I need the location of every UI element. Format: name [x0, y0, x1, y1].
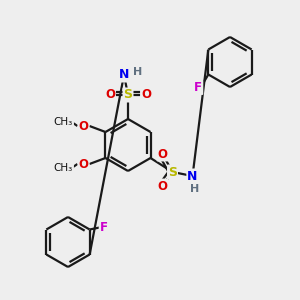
Text: H: H [134, 67, 142, 77]
Text: O: O [158, 179, 167, 193]
Text: F: F [100, 221, 108, 234]
Text: S: S [168, 166, 177, 178]
Text: N: N [119, 68, 129, 82]
Text: N: N [187, 169, 198, 182]
Text: O: O [141, 88, 151, 101]
Text: O: O [79, 158, 88, 170]
Text: CH₃: CH₃ [54, 163, 73, 173]
Text: S: S [124, 88, 133, 101]
Text: H: H [190, 184, 199, 194]
Text: CH₃: CH₃ [54, 117, 73, 127]
Text: F: F [194, 81, 202, 94]
Text: O: O [158, 148, 167, 160]
Text: O: O [79, 119, 88, 133]
Text: O: O [105, 88, 115, 101]
